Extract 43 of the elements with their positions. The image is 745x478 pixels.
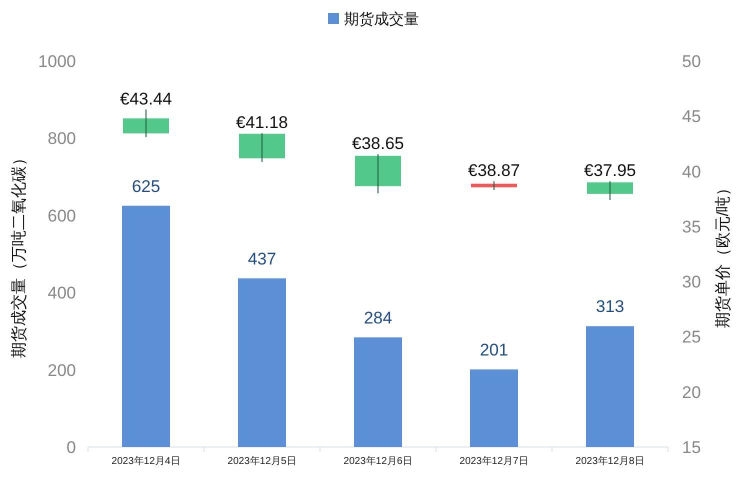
legend-label: 期货成交量 [344, 11, 419, 28]
x-tick-label: 2023年12月4日 [112, 455, 180, 467]
candlestick [239, 132, 285, 162]
x-tick-label: 2023年12月6日 [344, 455, 412, 467]
x-tick-label: 2023年12月7日 [460, 455, 528, 467]
y2-tick-label: 20 [682, 382, 701, 402]
y2-axis-title: 期货单价（欧元/吨） [714, 180, 732, 328]
y2-tick-label: 25 [682, 328, 701, 347]
bar [238, 278, 286, 447]
y2-tick-label: 50 [682, 52, 701, 71]
y-tick-label: 800 [48, 129, 76, 148]
text: €38.65 [352, 134, 404, 154]
y-tick-label: 600 [48, 206, 76, 226]
text: €38.87 [468, 161, 520, 180]
data-label: 437 [248, 249, 276, 268]
y2-tick-label: 35 [682, 217, 701, 236]
y-tick-label: 400 [48, 284, 76, 303]
y-tick-label: 200 [48, 360, 76, 380]
bar [122, 206, 170, 447]
x-tick-label: 2023年12月5日 [228, 455, 296, 467]
text: €37.95 [584, 161, 636, 180]
candlestick [587, 180, 633, 200]
y2-tick-label: 40 [682, 162, 701, 182]
bar [586, 326, 634, 447]
bar [470, 369, 518, 447]
y-tick-label: 1000 [38, 52, 76, 71]
candlestick [123, 109, 169, 138]
text: €41.18 [236, 113, 288, 132]
y-tick-label: 0 [66, 438, 76, 457]
legend-item: 期货成交量 [328, 11, 419, 28]
text: €43.44 [120, 90, 172, 109]
candlestick [355, 154, 401, 194]
y2-tick-label: 30 [682, 272, 701, 292]
data-label: 625 [132, 176, 160, 196]
y2-tick-label: 15 [682, 438, 701, 457]
x-tick-label: 2023年12月8日 [576, 455, 644, 467]
bar [354, 337, 402, 447]
candlestick [471, 180, 517, 191]
y2-tick-label: 45 [682, 107, 701, 126]
y-axis-title: 期货成交量（万吨二氧化碳） [10, 150, 28, 358]
data-label: 284 [364, 308, 392, 328]
data-label: 313 [596, 297, 624, 316]
data-label: 201 [480, 340, 508, 360]
